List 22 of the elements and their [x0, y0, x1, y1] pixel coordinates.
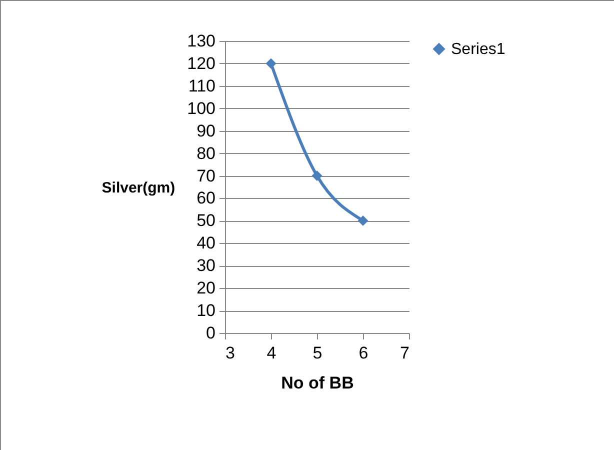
y-axis-title: Silver(gm) — [102, 180, 176, 196]
y-tick-label: 10 — [196, 301, 216, 320]
y-tick-label: 100 — [187, 98, 216, 118]
y-tick-label: 60 — [196, 188, 216, 208]
y-tick-label: 110 — [188, 76, 216, 96]
x-tick-label: 5 — [312, 344, 322, 362]
y-tick-label: 90 — [196, 121, 216, 140]
y-tick-label: 40 — [196, 234, 216, 253]
x-tick-label: 7 — [400, 344, 410, 362]
x-tick-label: 3 — [226, 344, 235, 362]
y-tick-label: 20 — [196, 278, 216, 298]
y-tick-label: 130 — [187, 32, 216, 50]
y-tick-label: 120 — [187, 54, 216, 73]
y-tick-label: 30 — [196, 256, 216, 276]
x-axis-title: No of BB — [281, 374, 354, 392]
y-tick-label: 80 — [196, 144, 216, 163]
legend-label: Series1 — [451, 41, 506, 58]
x-tick-label: 6 — [358, 344, 368, 362]
y-tick-label: 50 — [196, 211, 216, 230]
y-tick-label: 0 — [206, 324, 216, 342]
x-tick-label: 4 — [266, 344, 276, 362]
y-tick-label: 70 — [196, 166, 216, 186]
